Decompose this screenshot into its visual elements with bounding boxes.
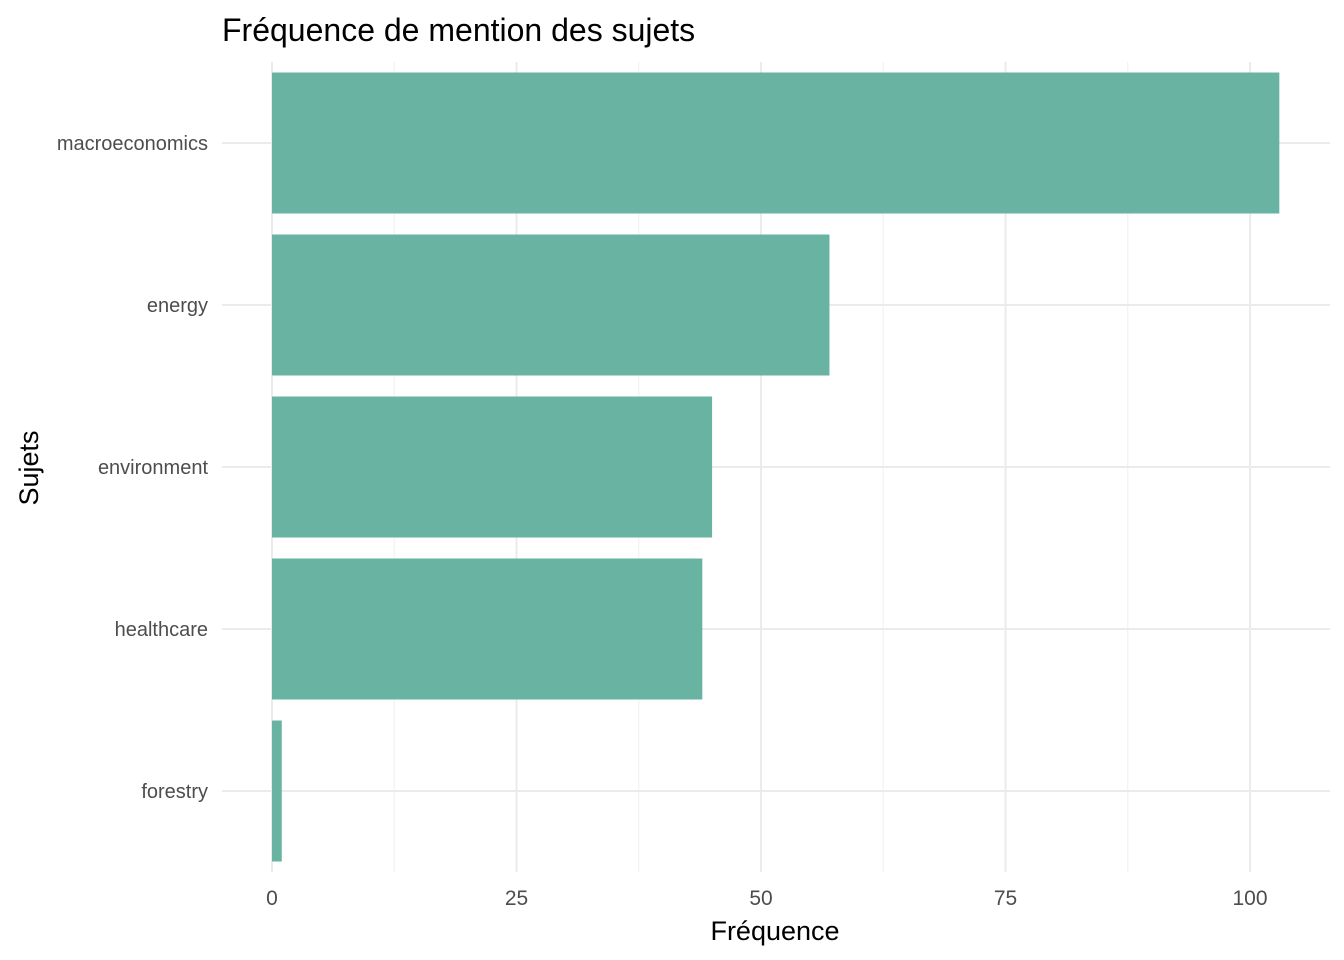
- y-axis-title: Sujets: [14, 430, 44, 505]
- y-tick-label: healthcare: [115, 619, 208, 641]
- x-tick-label: 0: [266, 887, 278, 910]
- x-axis-title: Fréquence: [710, 916, 839, 946]
- bar-forestry: [272, 720, 282, 862]
- y-axis-ticks: macroeconomics energy environment healthcar…: [57, 133, 209, 803]
- bar-healthcare: [272, 558, 703, 700]
- x-tick-label: 100: [1232, 887, 1267, 910]
- chart-title: Fréquence de mention des sujets: [222, 12, 695, 48]
- x-tick-label: 25: [505, 887, 528, 910]
- bar-macroeconomics: [272, 72, 1280, 214]
- y-tick-label: energy: [147, 295, 208, 317]
- bar-environment: [272, 396, 713, 538]
- bar-energy: [272, 234, 830, 376]
- y-tick-label: environment: [98, 457, 209, 479]
- x-tick-label: 50: [749, 887, 772, 910]
- y-tick-label: macroeconomics: [57, 133, 208, 155]
- x-axis-ticks: 0 25 50 75 100: [266, 887, 1267, 910]
- x-tick-label: 75: [994, 887, 1017, 910]
- bars: [272, 72, 1280, 862]
- y-tick-label: forestry: [141, 781, 208, 803]
